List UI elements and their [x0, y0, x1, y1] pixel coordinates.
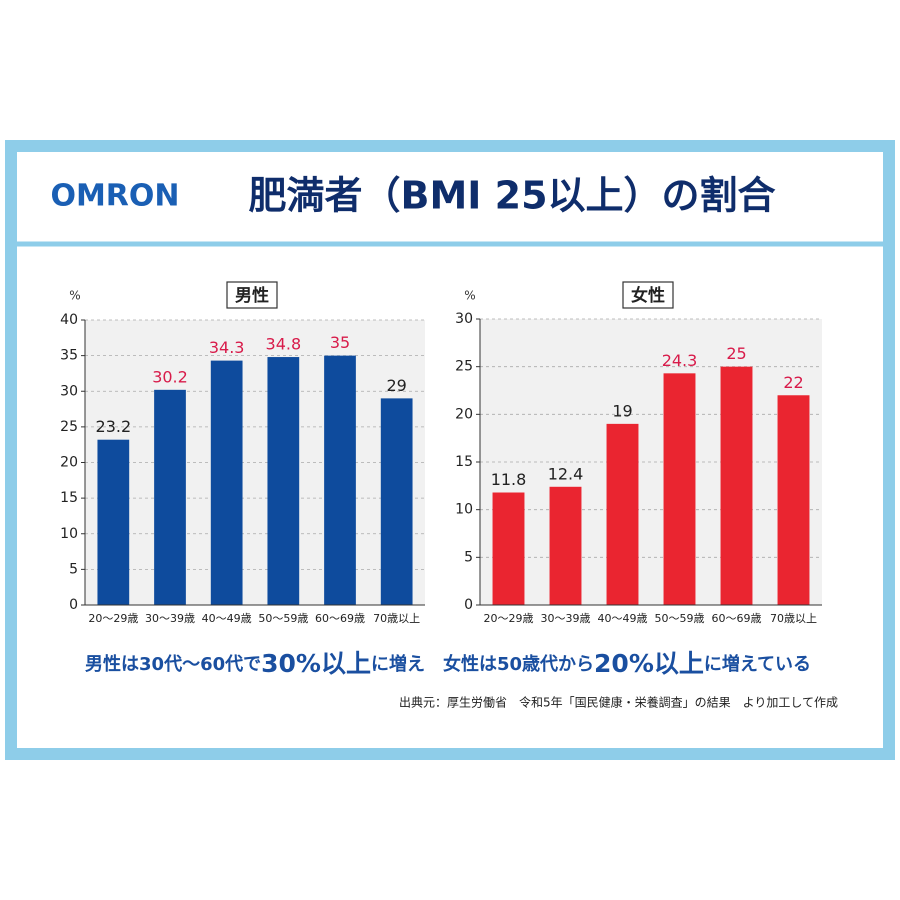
value-label: 22: [783, 373, 803, 392]
x-tick-label: 60〜69歳: [712, 612, 762, 625]
value-label: 30.2: [152, 367, 188, 386]
bar: [663, 373, 696, 605]
x-tick-label: 60〜69歳: [315, 612, 365, 625]
bar: [606, 423, 639, 605]
x-tick-label: 40〜49歳: [202, 612, 252, 625]
bar: [492, 492, 525, 605]
x-tick-label: 40〜49歳: [598, 612, 648, 625]
x-tick-label: 50〜59歳: [655, 612, 705, 625]
summary-emphasis: 20%以上: [594, 649, 704, 678]
x-tick-label: 30〜39歳: [541, 612, 591, 625]
y-tick-label: 25: [60, 419, 78, 435]
x-tick-label: 20〜29歳: [484, 612, 534, 625]
value-label: 24.3: [662, 351, 698, 370]
value-label: 12.4: [548, 464, 584, 483]
y-tick-label: 20: [60, 455, 78, 471]
y-tick-label: 10: [60, 526, 78, 542]
chart-title-box: [622, 281, 674, 309]
value-label: 11.8: [491, 470, 527, 489]
bar: [324, 355, 356, 605]
value-label: 23.2: [96, 417, 132, 436]
y-tick-label: 40: [60, 312, 78, 328]
brand: OMRON: [50, 179, 179, 214]
y-tick-label: 5: [464, 549, 473, 565]
bar: [380, 398, 413, 605]
summary-text: 男性は30代〜60代で: [85, 653, 261, 675]
x-tick-label: 70歳以上: [373, 612, 420, 625]
summary: 男性は30代〜60代で30%以上に増え 女性は50歳代から20%以上に増えている: [85, 649, 811, 678]
x-tick-label: 30〜39歳: [145, 612, 195, 625]
chart-title: 女性: [631, 285, 665, 306]
value-label: 35: [330, 333, 350, 352]
source: 出典元：厚生労働省 令和5年「国民健康・栄養調査」の結果 より加工して作成: [399, 695, 838, 710]
bar: [210, 360, 243, 605]
y-tick-label: 20: [455, 406, 473, 422]
bar: [777, 395, 810, 605]
summary-emphasis: 30%以上: [261, 649, 371, 678]
y-tick-label: 0: [464, 597, 473, 613]
chart-title: 男性: [235, 285, 269, 306]
y-tick-label: 15: [455, 454, 473, 470]
y-tick-label: 0: [69, 597, 78, 613]
value-label: 19: [612, 401, 632, 420]
y-unit: %: [464, 289, 475, 303]
y-tick-label: 15: [60, 490, 78, 506]
bar: [97, 439, 130, 605]
summary-text: に増え 女性は50歳代から: [371, 653, 594, 675]
value-label: 29: [386, 376, 406, 395]
y-tick-label: 10: [455, 502, 473, 518]
value-label: 34.3: [209, 338, 245, 357]
x-tick-label: 70歳以上: [770, 612, 817, 625]
bar: [267, 357, 300, 605]
value-label: 34.8: [266, 335, 302, 354]
y-tick-label: 25: [455, 359, 473, 375]
bar: [720, 366, 753, 605]
y-tick-label: 5: [69, 561, 78, 577]
chart-title-box: [226, 281, 278, 309]
x-tick-label: 20〜29歳: [88, 612, 138, 625]
y-unit: %: [69, 289, 80, 303]
y-tick-label: 35: [60, 348, 78, 364]
bar: [154, 389, 186, 605]
title: 肥満者（BMI 25以上）の割合: [248, 174, 775, 218]
x-tick-label: 50〜59歳: [258, 612, 308, 625]
y-tick-label: 30: [60, 383, 78, 399]
summary-text: に増えている: [704, 653, 811, 675]
value-label: 25: [726, 344, 746, 363]
bar: [549, 486, 582, 605]
y-tick-label: 30: [455, 311, 473, 327]
